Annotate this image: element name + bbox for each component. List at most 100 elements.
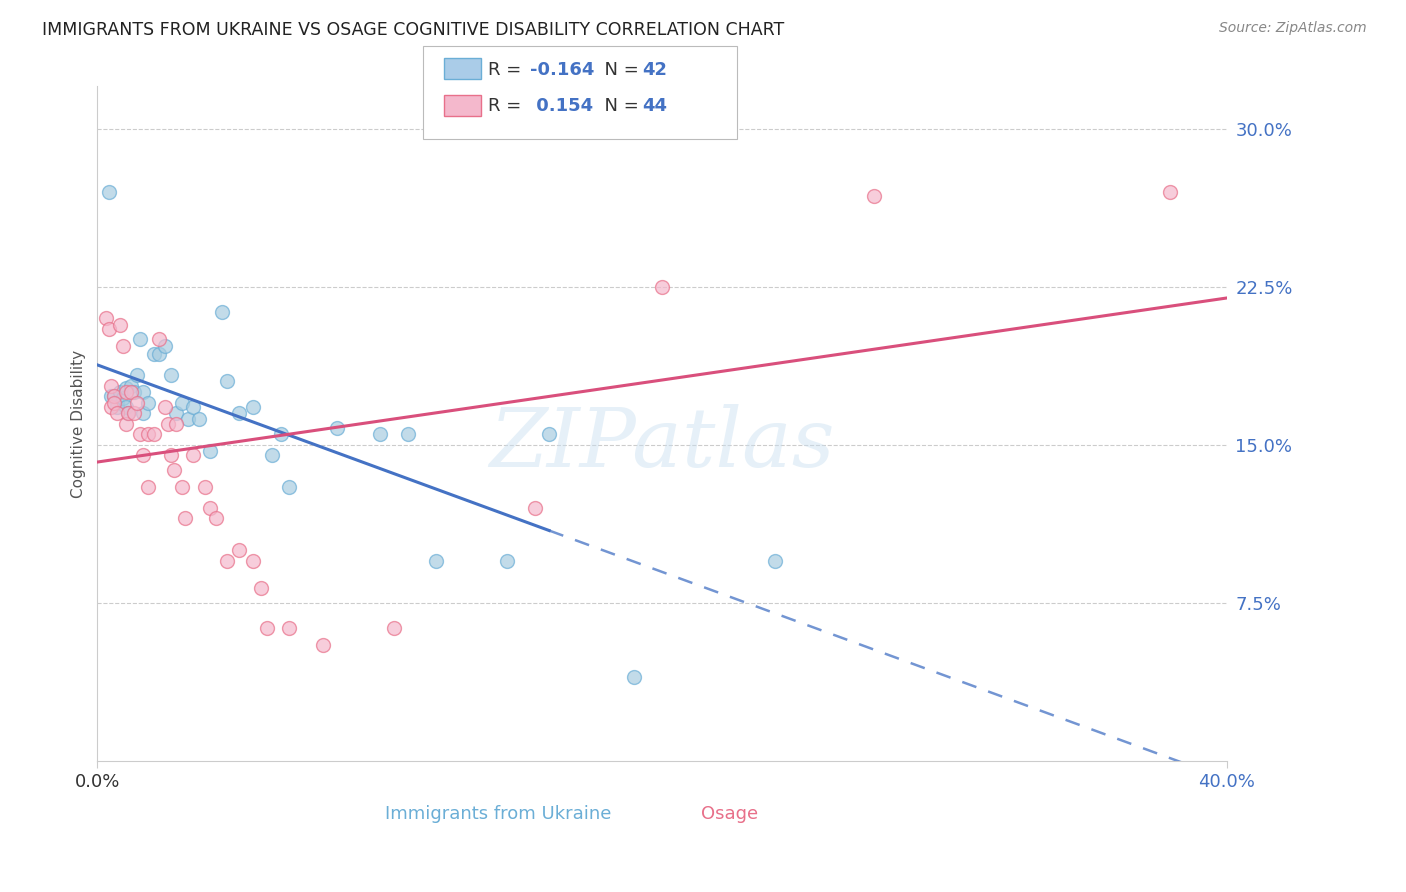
Point [103,395,125,409]
Point [136,480,159,494]
Point [153,338,176,352]
Text: Immigrants from Ukraine: Immigrants from Ukraine [385,805,612,822]
Point [312,638,335,652]
Point [159,368,181,383]
Point [425,553,447,567]
Point [105,406,128,420]
Point [122,384,145,399]
Point [763,553,786,567]
Point [368,427,391,442]
Point [142,347,165,361]
Point [326,421,349,435]
Point [183,448,205,462]
Text: N =: N = [593,61,645,78]
Point [211,305,233,319]
Point [651,279,673,293]
Point [97,185,120,199]
Text: ZIPatlas: ZIPatlas [489,404,835,483]
Point [97,322,120,336]
Text: 0.154: 0.154 [530,97,593,115]
Point [278,621,301,635]
Point [623,669,645,683]
Point [142,427,165,442]
Point [165,417,187,431]
Point [217,553,239,567]
Point [159,448,181,462]
Point [242,400,264,414]
Point [114,400,136,414]
Point [278,480,301,494]
Text: Osage: Osage [702,805,758,822]
Point [128,332,150,346]
Point [165,406,187,420]
Point [863,189,886,203]
Point [524,500,547,515]
Point [242,553,264,567]
Point [125,368,148,383]
Point [136,395,159,409]
Point [217,375,239,389]
Point [173,511,195,525]
Text: Source: ZipAtlas.com: Source: ZipAtlas.com [1219,21,1367,36]
Y-axis label: Cognitive Disability: Cognitive Disability [72,350,86,498]
Point [120,384,142,399]
Point [250,581,273,595]
Point [131,384,153,399]
Text: IMMIGRANTS FROM UKRAINE VS OSAGE COGNITIVE DISABILITY CORRELATION CHART: IMMIGRANTS FROM UKRAINE VS OSAGE COGNITI… [42,21,785,39]
Point [1159,185,1181,199]
Point [188,412,211,426]
Point [136,427,159,442]
Text: 44: 44 [643,97,668,115]
Point [183,400,205,414]
Point [538,427,561,442]
Point [117,406,139,420]
Point [120,378,142,392]
Text: -0.164: -0.164 [530,61,595,78]
Point [228,406,250,420]
Point [100,378,122,392]
Point [148,332,170,346]
Point [153,400,176,414]
Point [117,406,139,420]
Point [114,384,136,399]
Point [122,406,145,420]
Point [256,621,278,635]
Point [228,543,250,558]
Point [131,448,153,462]
Point [170,480,193,494]
Point [103,389,125,403]
Point [194,480,217,494]
Point [114,381,136,395]
Text: 42: 42 [643,61,668,78]
Point [177,412,200,426]
Point [111,338,134,352]
Point [131,406,153,420]
Point [200,500,222,515]
Point [495,553,517,567]
Point [170,395,193,409]
Point [262,448,284,462]
Point [128,427,150,442]
Point [382,621,405,635]
Point [270,427,292,442]
Point [94,311,117,326]
Point [111,392,134,406]
Point [100,389,122,403]
Point [100,400,122,414]
Point [103,389,125,403]
Text: R =: R = [488,61,527,78]
Point [205,511,228,525]
Point [148,347,170,361]
Point [200,444,222,458]
Point [114,417,136,431]
Point [125,395,148,409]
Point [108,384,131,399]
Text: R =: R = [488,97,533,115]
Point [162,463,184,477]
Text: N =: N = [593,97,645,115]
Point [108,318,131,332]
Point [105,395,128,409]
Point [156,417,179,431]
Point [105,400,128,414]
Point [396,427,419,442]
